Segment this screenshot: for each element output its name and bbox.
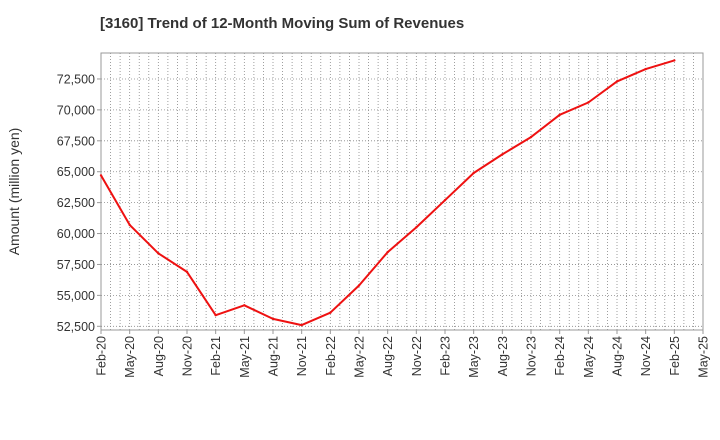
data-point	[615, 80, 619, 83]
x-tick-label: May-23	[467, 336, 481, 378]
data-point	[501, 153, 504, 156]
y-tick-label: 67,500	[57, 134, 95, 148]
y-tick-label: 57,500	[57, 258, 95, 272]
data-point	[300, 323, 303, 327]
data-point	[157, 252, 160, 255]
x-tick-label: Aug-20	[152, 336, 166, 376]
data-point	[587, 101, 590, 104]
x-tick-label: May-20	[123, 336, 137, 378]
y-axis-ticks: 52,500 55,000 57,500 60,000 62,500 65,000 67,5…	[57, 72, 101, 334]
x-tick-label: Aug-23	[496, 336, 510, 376]
x-tick-label: Feb-24	[553, 336, 567, 376]
x-tick-label: Nov-23	[525, 336, 539, 376]
y-tick-label: 55,000	[57, 289, 95, 303]
data-point	[443, 198, 447, 202]
x-tick-label: Nov-24	[639, 336, 653, 376]
data-point	[644, 67, 647, 71]
x-tick-label: Feb-20	[95, 336, 109, 376]
data-point	[673, 59, 676, 62]
x-tick-label: May-25	[697, 336, 711, 378]
grid	[101, 53, 703, 330]
data-point	[329, 311, 332, 314]
data-point	[386, 250, 389, 254]
data-point	[472, 171, 475, 175]
y-tick-label: 52,500	[57, 320, 95, 334]
x-axis-ticks: Feb-20 May-20 Aug-20 Nov-20 Feb-21 May-21 Aug-…	[95, 330, 711, 378]
x-tick-label: Aug-22	[381, 336, 395, 376]
x-tick-label: Aug-24	[611, 336, 625, 376]
x-tick-label: May-24	[582, 336, 596, 378]
data-point	[415, 226, 418, 229]
data-point	[185, 270, 189, 274]
y-tick-label: 70,000	[57, 103, 95, 117]
x-tick-label: Feb-23	[439, 336, 453, 376]
x-tick-label: Nov-22	[410, 336, 424, 376]
x-tick-label: Feb-25	[668, 336, 682, 376]
y-tick-label: 72,500	[57, 72, 95, 86]
chart-title: [3160] Trend of 12-Month Moving Sum of R…	[100, 15, 465, 32]
x-tick-label: Aug-21	[267, 336, 281, 376]
series-layer	[99, 59, 676, 327]
x-tick-label: May-22	[353, 336, 367, 378]
data-point	[128, 223, 131, 227]
y-tick-label: 62,500	[57, 196, 95, 210]
x-tick-label: Feb-21	[209, 336, 223, 376]
data-point	[558, 113, 561, 117]
plot-area	[100, 52, 704, 331]
data-point	[357, 284, 361, 287]
y-axis-label: Amount (million yen)	[6, 128, 22, 256]
x-tick-label: Nov-20	[181, 336, 195, 376]
y-tick-label: 65,000	[57, 165, 95, 179]
y-tick-label: 60,000	[57, 227, 95, 241]
x-tick-label: May-21	[238, 336, 252, 378]
x-tick-label: Nov-21	[295, 336, 309, 376]
series-line	[100, 59, 675, 327]
data-point	[529, 135, 533, 139]
data-point	[243, 304, 246, 307]
data-point	[99, 174, 103, 177]
data-point	[214, 313, 217, 317]
data-point	[271, 317, 275, 321]
x-tick-label: Feb-22	[324, 336, 338, 376]
